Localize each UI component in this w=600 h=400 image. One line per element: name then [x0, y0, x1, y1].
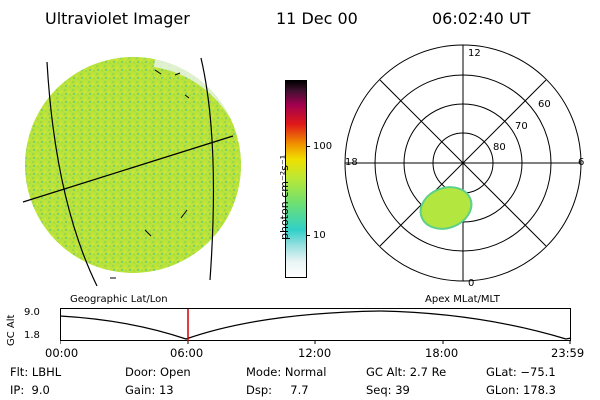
colorbar-tick-marks	[306, 146, 310, 147]
time-label-2359: 23:59	[551, 346, 585, 360]
mlt-label-6: 6	[578, 157, 585, 168]
mlat-label-70: 70	[514, 121, 529, 132]
date-label: 11 Dec 00	[276, 9, 358, 28]
meridian-line-right	[200, 57, 215, 281]
colorbar-unit-label: photon cm⁻²s⁻¹	[278, 154, 291, 240]
colorbar-tick-100: 100	[313, 141, 333, 152]
time-label-1200: 12:00	[298, 346, 332, 360]
info-seq: Seq: 39	[366, 383, 410, 397]
time-label: 06:02:40 UT	[432, 9, 531, 28]
timeline-plot[interactable]	[60, 308, 572, 344]
info-gc-alt: GC Alt: 2.7 Re	[366, 365, 447, 379]
mlt-label-0: 0	[468, 278, 475, 289]
meridian-line-left	[46, 61, 98, 287]
mlat-label-60: 60	[537, 99, 552, 110]
instrument-title: Ultraviolet Imager	[45, 9, 190, 28]
timeline-axis-title: GC Alt	[6, 314, 17, 346]
info-door: Door: Open	[125, 365, 191, 379]
info-gain: Gain: 13	[125, 383, 174, 397]
time-label-0000: 00:00	[45, 346, 79, 360]
info-ip: IP: 9.0	[10, 383, 50, 397]
geographic-image	[22, 57, 241, 287]
color-bar	[285, 80, 307, 278]
apex-caption: Apex MLat/MLT	[425, 294, 500, 305]
info-flt: Flt: LBHL	[10, 365, 62, 379]
colorbar-tick-mark-10	[306, 235, 310, 236]
time-label-1800: 18:00	[425, 346, 459, 360]
info-mode: Mode: Normal	[246, 365, 327, 379]
polar-plot	[344, 44, 582, 282]
auroral-oval	[419, 186, 473, 230]
mlt-label-18: 18	[345, 157, 358, 168]
time-label-0600: 06:00	[170, 346, 204, 360]
colorbar-tick-10: 10	[313, 230, 326, 241]
earth-disk	[25, 57, 241, 273]
timeline-ytick-bottom: 1.8	[24, 330, 40, 341]
info-dsp: Dsp: 7.7	[246, 383, 309, 397]
info-glon: GLon: 178.3	[486, 383, 556, 397]
timeline-ytick-top: 9.0	[24, 307, 40, 318]
geographic-caption: Geographic Lat/Lon	[70, 294, 168, 305]
mlat-label-80: 80	[492, 142, 507, 153]
latitude-line	[22, 135, 234, 203]
info-glat: GLat: −75.1	[486, 365, 556, 379]
mlt-label-12: 12	[468, 48, 481, 59]
